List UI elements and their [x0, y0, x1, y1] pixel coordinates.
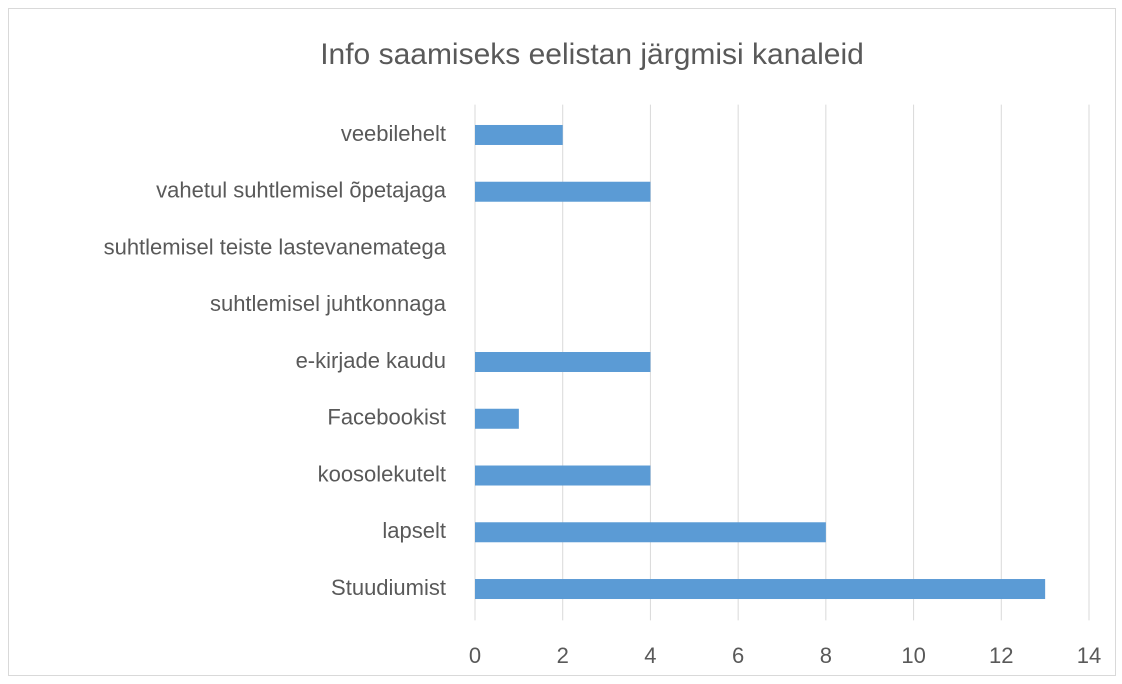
x-tick-label: 12 — [989, 643, 1013, 668]
bar — [475, 522, 826, 543]
chart-frame — [8, 8, 1116, 676]
y-tick-label: Stuudiumist — [331, 575, 446, 600]
chart-title: Info saamiseks eelistan järgmisi kanalei… — [320, 38, 864, 71]
x-tick-label: 8 — [820, 643, 832, 668]
x-tick-label: 4 — [644, 643, 656, 668]
y-tick-label: Facebookist — [327, 405, 446, 430]
x-tick-label: 10 — [901, 643, 925, 668]
bar — [475, 408, 519, 429]
y-tick-label: veebilehelt — [341, 121, 446, 146]
y-tick-label: koosolekutelt — [318, 461, 446, 486]
bar — [475, 465, 651, 486]
x-tick-label: 14 — [1077, 643, 1101, 668]
y-tick-label: lapselt — [382, 518, 446, 543]
x-tick-label: 0 — [469, 643, 481, 668]
y-tick-label: suhtlemisel teiste lastevanematega — [104, 234, 447, 259]
x-tick-label: 6 — [732, 643, 744, 668]
y-tick-label: vahetul suhtlemisel õpetajaga — [156, 178, 447, 203]
y-tick-label: e-kirjade kaudu — [296, 348, 446, 373]
x-tick-label: 2 — [557, 643, 569, 668]
bar — [475, 124, 563, 145]
bar — [475, 579, 1046, 600]
bar — [475, 352, 651, 372]
bar — [475, 181, 651, 202]
y-tick-label: suhtlemisel juhtkonnaga — [210, 291, 447, 316]
